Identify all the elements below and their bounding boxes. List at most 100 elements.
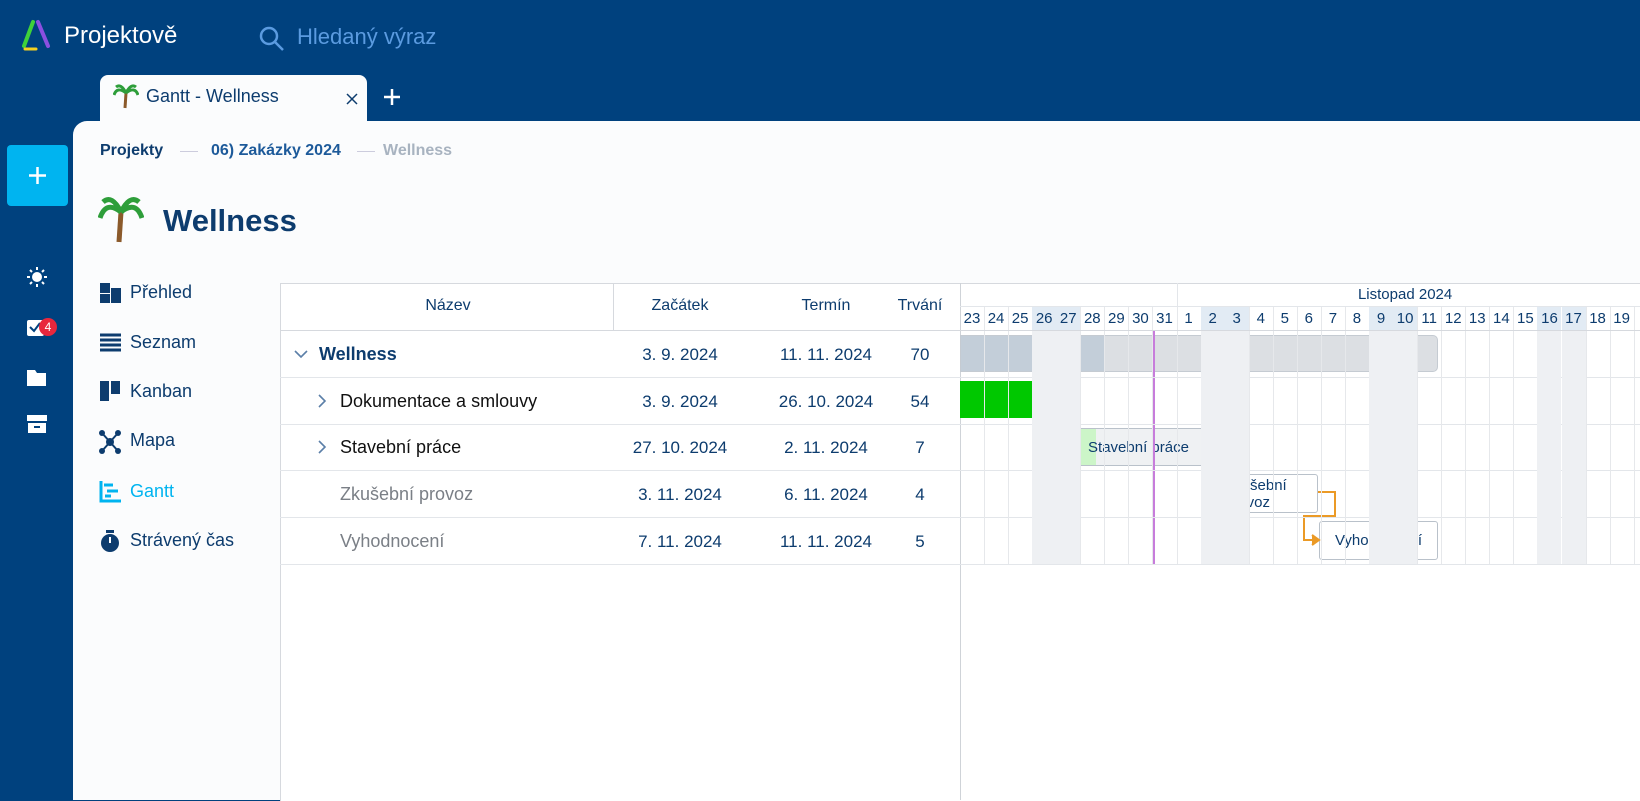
- cell: 26. 10. 2024: [778, 392, 874, 411]
- row-divider: [280, 564, 1640, 565]
- nav-item[interactable]: Gantt: [130, 481, 175, 501]
- day-label: 16: [1537, 306, 1562, 331]
- day-label: 13: [1468, 310, 1486, 327]
- day-label: 4: [1256, 310, 1265, 327]
- day-label: 26: [1032, 306, 1057, 331]
- row-divider: [280, 424, 1640, 425]
- bar-label: Stavební práce: [1088, 438, 1189, 456]
- page-title: Wellness: [163, 203, 297, 238]
- add-button[interactable]: [7, 145, 68, 206]
- header-divider: [960, 306, 1640, 307]
- weekend-shade: [1056, 331, 1081, 564]
- day-label: 30: [1132, 310, 1149, 327]
- day-label: 31: [1156, 310, 1173, 327]
- task-name[interactable]: Zkušební provoz: [340, 484, 474, 504]
- cell: 4: [915, 485, 925, 504]
- row-divider: [280, 377, 1640, 378]
- nav-item[interactable]: Kanban: [130, 381, 193, 401]
- cell: 2. 11. 2024: [784, 438, 868, 457]
- header-divider: [960, 330, 1640, 331]
- day-label: 8: [1352, 310, 1362, 327]
- breadcrumb-item[interactable]: 06) Zakázky 2024: [211, 142, 341, 159]
- task-name[interactable]: Wellness: [319, 344, 397, 364]
- today-line: [1152, 331, 1155, 564]
- day-gridline: [1633, 306, 1635, 564]
- nav-icons: [99, 283, 121, 552]
- cell: 11. 11. 2024: [779, 532, 872, 551]
- day-label: 7: [1328, 310, 1338, 327]
- day-label: 1: [1184, 310, 1193, 327]
- month-divider: [1176, 283, 1178, 306]
- expand-toggle[interactable]: [314, 439, 330, 455]
- sidebar-icons: [27, 267, 47, 433]
- expand-toggle[interactable]: [314, 393, 330, 409]
- day-label: 3: [1224, 306, 1249, 331]
- day-gridline: [1248, 306, 1250, 564]
- expand-toggle[interactable]: [293, 346, 309, 362]
- breadcrumb-item[interactable]: Projekty: [100, 142, 164, 159]
- day-label: 12: [1444, 310, 1462, 327]
- task-name[interactable]: Stavební práce: [340, 437, 462, 457]
- new-tab[interactable]: [382, 87, 402, 107]
- cell: 3. 11. 2024: [638, 485, 722, 504]
- weekend-shade: [1369, 331, 1394, 564]
- tab-close[interactable]: [345, 92, 359, 106]
- search-icon: [259, 26, 284, 51]
- day-gridline: [1272, 306, 1274, 564]
- day-gridline: [1320, 306, 1322, 564]
- weekend-shade: [1224, 331, 1249, 564]
- day-gridline: [1489, 306, 1491, 564]
- day-label: 11: [1421, 310, 1437, 327]
- tab-title: Gantt - Wellness: [146, 86, 279, 106]
- day-label: 5: [1280, 310, 1289, 327]
- cell: 6. 11. 2024: [784, 485, 868, 504]
- month-label: Listopad 2024: [1357, 286, 1453, 303]
- weekend-shade: [1200, 331, 1225, 564]
- task-name[interactable]: Dokumentace a smlouvy: [340, 391, 538, 411]
- weekend-shade: [1537, 331, 1562, 564]
- day-gridline: [1465, 306, 1467, 564]
- day-gridline: [1296, 306, 1298, 564]
- day-gridline: [1513, 306, 1515, 564]
- nav-item[interactable]: Seznam: [130, 332, 197, 352]
- weekend-shade: [1032, 331, 1057, 564]
- nav-item[interactable]: Strávený čas: [130, 530, 235, 550]
- cell: 3. 9. 2024: [642, 392, 718, 411]
- day-label: 19: [1613, 310, 1630, 327]
- cell: 27. 10. 2024: [632, 438, 728, 457]
- brand: Projektově: [64, 22, 178, 49]
- task-name[interactable]: Vyhodnocení: [340, 531, 445, 551]
- cell: 11. 11. 2024: [779, 345, 872, 364]
- row-divider: [280, 517, 1640, 518]
- day-gridline: [984, 306, 986, 564]
- day-label: 15: [1517, 310, 1534, 327]
- nav-item[interactable]: Přehled: [130, 282, 193, 302]
- day-label: 2: [1200, 306, 1225, 331]
- cell: 5: [915, 532, 925, 551]
- column-header: Začátek: [651, 297, 709, 314]
- day-gridline: [1008, 306, 1010, 564]
- cell: 7: [915, 438, 925, 457]
- day-gridline: [1417, 306, 1419, 564]
- day-label: 18: [1589, 310, 1606, 327]
- day-gridline: [1344, 306, 1346, 564]
- day-gridline: [1585, 306, 1587, 564]
- day-label: 23: [963, 310, 981, 327]
- day-label: 10: [1393, 306, 1418, 331]
- cell: 3. 9. 2024: [642, 345, 718, 364]
- search-input[interactable]: Hledaný výraz: [297, 24, 437, 49]
- nav-item[interactable]: Mapa: [130, 430, 176, 450]
- day-gridline: [1441, 306, 1443, 564]
- day-label: 29: [1108, 310, 1125, 327]
- day-gridline: [1152, 306, 1154, 564]
- badge: 4: [39, 318, 57, 336]
- day-gridline: [1609, 306, 1611, 564]
- day-label: 9: [1369, 306, 1394, 331]
- day-label: 17: [1561, 306, 1586, 331]
- cell: 54: [910, 392, 930, 411]
- column-header: Trvání: [897, 297, 943, 314]
- day-label: 25: [1011, 310, 1029, 327]
- cell: 7. 11. 2024: [638, 532, 722, 551]
- tab[interactable]: [100, 75, 367, 125]
